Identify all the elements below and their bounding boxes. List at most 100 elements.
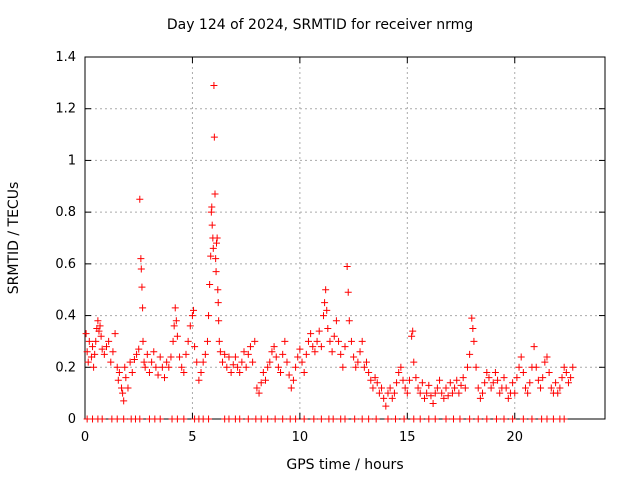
data-point [266, 358, 274, 366]
data-point [489, 379, 497, 387]
data-point [253, 384, 261, 392]
data-point [341, 343, 349, 351]
x-axis-label: GPS time / hours [286, 457, 404, 473]
data-point [172, 317, 180, 325]
data-point [249, 358, 257, 366]
data-point-zero [120, 415, 128, 423]
data-point [95, 327, 103, 335]
data-point [85, 337, 93, 345]
data-point [320, 312, 328, 320]
data-point [114, 376, 122, 384]
data-point [285, 371, 293, 379]
data-point [213, 234, 221, 242]
data-point-zero [384, 415, 392, 423]
data-point [236, 368, 244, 376]
data-point [167, 353, 175, 361]
data-point [558, 374, 566, 382]
data-point [182, 350, 190, 358]
data-point [562, 368, 570, 376]
data-point [373, 379, 381, 387]
data-point [521, 384, 529, 392]
data-point [121, 363, 129, 371]
data-point [337, 350, 345, 358]
data-point [552, 379, 560, 387]
data-point [215, 337, 223, 345]
data-point [184, 337, 192, 345]
data-point [554, 389, 562, 397]
data-point [367, 376, 375, 384]
data-point [272, 353, 280, 361]
data-point [171, 304, 179, 312]
data-point [324, 325, 332, 332]
data-point [545, 368, 553, 376]
data-point [455, 389, 463, 397]
data-point [485, 374, 493, 382]
data-point [403, 389, 411, 397]
data-point [145, 368, 153, 376]
data-point [502, 384, 510, 392]
data-point [205, 312, 213, 320]
data-point [500, 374, 508, 382]
data-point [453, 376, 461, 384]
data-point [539, 374, 547, 382]
data-point [251, 337, 259, 345]
data-point [119, 389, 127, 397]
data-point-zero [474, 415, 482, 423]
y-tick-label: 0.8 [55, 205, 76, 220]
data-point-zero [560, 415, 568, 423]
data-point [92, 337, 100, 345]
data-point [97, 332, 105, 340]
data-point-zero [528, 415, 536, 423]
data-point [102, 343, 110, 351]
data-point [211, 190, 219, 198]
data-point [294, 353, 302, 361]
data-point [165, 363, 173, 371]
data-point-zero [279, 415, 287, 423]
data-point [113, 363, 121, 371]
data-point [408, 332, 416, 340]
data-point [302, 350, 310, 358]
data-point-zero [225, 415, 233, 423]
data-point [279, 350, 287, 358]
data-point [358, 337, 366, 345]
data-point [274, 363, 282, 371]
data-point [161, 374, 169, 382]
data-point-zero [310, 415, 318, 423]
data-point-zero [425, 415, 433, 423]
data-point [311, 348, 319, 356]
data-point [515, 363, 523, 371]
data-point [208, 203, 216, 211]
data-point [209, 244, 217, 252]
data-point [212, 268, 220, 276]
data-point [513, 374, 521, 382]
data-point [169, 337, 177, 345]
data-point [524, 389, 532, 397]
data-point [191, 343, 199, 351]
data-point [234, 363, 242, 371]
data-point [143, 350, 151, 358]
x-tick-label: 5 [188, 430, 196, 445]
data-point [216, 348, 224, 356]
data-point [399, 376, 407, 384]
data-point [91, 350, 99, 358]
data-point [472, 363, 480, 371]
data-point [173, 332, 181, 340]
data-point [476, 394, 484, 402]
data-point [201, 350, 209, 358]
data-point-zero [450, 415, 458, 423]
data-point [152, 363, 160, 371]
data-point [89, 343, 97, 351]
data-point [315, 327, 323, 335]
data-point [543, 353, 551, 361]
data-point [212, 255, 220, 263]
data-point [283, 358, 291, 366]
data-point [122, 374, 130, 382]
data-point [409, 327, 417, 335]
data-point-zero [98, 415, 106, 423]
x-tick-label: 15 [399, 430, 416, 445]
y-tick-label: 0.2 [55, 360, 76, 375]
data-point [120, 397, 128, 405]
data-point [137, 265, 145, 273]
data-point [504, 394, 512, 402]
